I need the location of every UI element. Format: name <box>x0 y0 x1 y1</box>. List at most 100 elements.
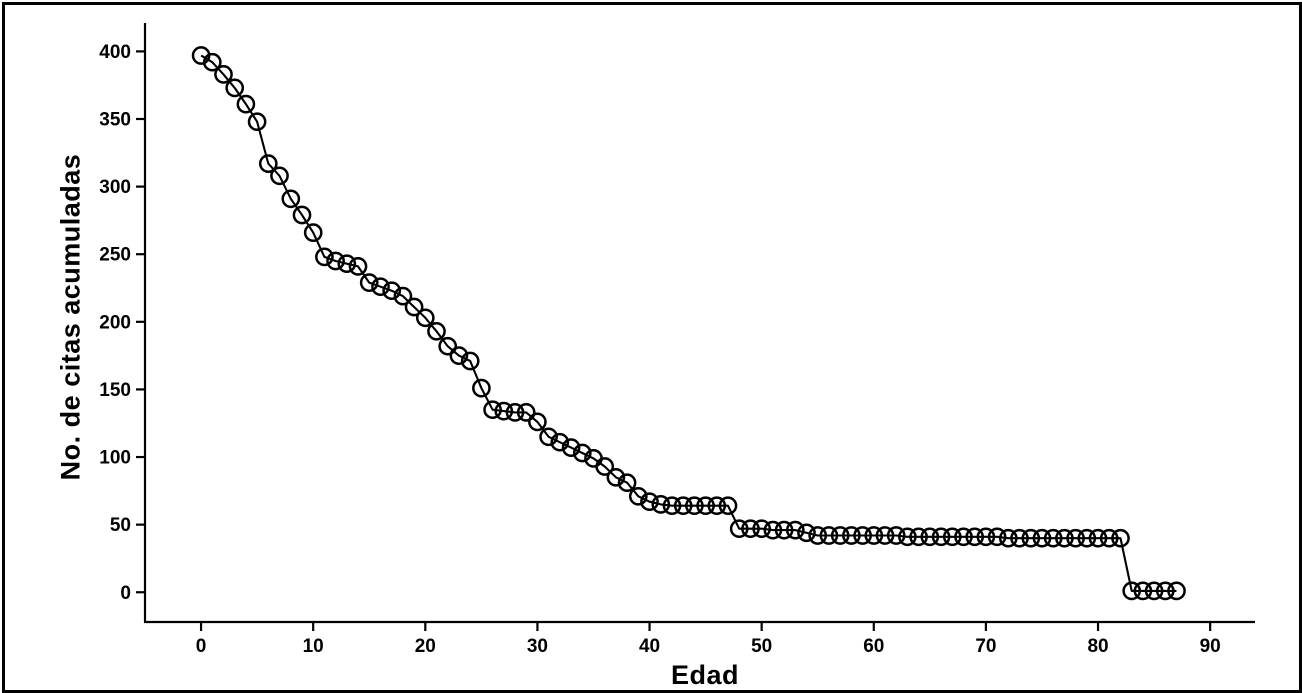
data-point-marker <box>438 336 458 356</box>
data-point-marker <box>550 432 570 452</box>
data-point-marker <box>225 78 245 98</box>
x-axis-tick-label: 10 <box>303 636 324 657</box>
data-point-marker <box>247 112 267 132</box>
data-point-marker <box>371 277 390 297</box>
y-axis-tick-label: 300 <box>99 177 131 198</box>
data-point-marker <box>1144 581 1164 601</box>
y-axis-tick-label: 100 <box>99 448 131 469</box>
y-axis-tick-label: 350 <box>99 110 131 131</box>
data-point-marker <box>315 247 334 267</box>
y-axis-tick-label: 400 <box>99 42 131 63</box>
data-point-marker <box>942 527 962 547</box>
data-point-marker <box>640 492 659 512</box>
data-point-marker <box>505 403 525 422</box>
data-point-marker <box>707 496 727 516</box>
data-point-marker <box>1099 528 1119 548</box>
data-point-marker <box>662 496 682 516</box>
data-point-marker <box>404 297 424 317</box>
data-point-marker <box>752 519 772 539</box>
y-axis-tick-label: 200 <box>99 312 131 333</box>
x-axis-tick-label: 20 <box>415 636 436 657</box>
data-point-marker <box>472 378 491 398</box>
x-axis-tick-label: 0 <box>196 636 207 657</box>
data-point-marker <box>281 189 301 209</box>
x-axis-tick-label: 70 <box>975 636 996 657</box>
data-point-marker <box>1167 581 1186 601</box>
data-point-marker <box>965 527 985 547</box>
data-point-marker <box>1077 528 1097 548</box>
data-point-marker <box>595 457 615 476</box>
data-point-marker <box>976 527 996 547</box>
line-chart-canvas: 0 50 100 150 200 250 300 350 400 0 10 20 30 40 50 60 70 8… <box>99 23 1255 657</box>
data-point-marker <box>236 94 256 114</box>
data-point-marker <box>718 496 738 516</box>
data-point-marker <box>1066 528 1085 548</box>
data-point-marker <box>460 351 480 371</box>
data-series-line <box>200 54 1177 592</box>
x-axis-tick-label: 30 <box>527 636 548 657</box>
data-point-marker <box>842 526 861 545</box>
x-axis-tick-label: 60 <box>863 636 884 657</box>
data-point-marker <box>763 520 783 540</box>
x-axis-tick-label: 80 <box>1087 636 1108 657</box>
data-point-marker <box>1122 581 1142 601</box>
y-axis-tick-label: 50 <box>110 515 131 536</box>
data-point-marker <box>528 412 547 432</box>
data-point-marker <box>774 520 794 540</box>
y-axis-tick-label: 250 <box>99 245 131 266</box>
data-point-marker <box>685 496 704 516</box>
data-point-marker <box>886 526 906 545</box>
data-point-marker <box>931 527 951 547</box>
data-point-marker <box>415 308 435 328</box>
data-point-marker <box>954 527 973 547</box>
data-point-marker <box>628 486 648 506</box>
x-axis-tick-label: 50 <box>751 636 772 657</box>
data-point-marker <box>875 526 895 545</box>
data-point-marker <box>998 528 1018 548</box>
data-point-marker <box>729 519 749 539</box>
data-point-marker <box>797 523 816 543</box>
data-point-marker <box>214 65 233 84</box>
y-axis-tick-label: 150 <box>99 380 131 401</box>
data-point-marker <box>1155 581 1175 601</box>
y-axis-tick-label: 0 <box>120 583 131 604</box>
x-axis-tick-label: 90 <box>1200 636 1221 657</box>
data-point-marker <box>853 526 872 545</box>
data-point-marker <box>898 527 917 547</box>
data-point-marker <box>270 166 289 186</box>
data-point-marker <box>987 527 1007 547</box>
data-point-marker <box>449 346 469 365</box>
data-point-marker <box>359 273 379 292</box>
data-point-marker <box>572 443 592 463</box>
data-point-marker <box>1010 528 1029 548</box>
data-point-marker <box>292 205 312 225</box>
data-point-marker <box>1021 528 1041 548</box>
data-point-marker <box>382 281 402 301</box>
data-point-marker <box>920 527 940 547</box>
data-point-marker <box>348 257 368 276</box>
data-point-marker <box>303 223 323 242</box>
data-point-marker <box>258 154 278 173</box>
data-point-marker <box>1111 528 1130 548</box>
data-point-marker <box>909 527 928 547</box>
data-point-marker <box>1043 528 1063 548</box>
data-point-marker <box>539 427 558 447</box>
data-point-marker <box>516 403 536 422</box>
data-point-marker <box>494 401 514 421</box>
data-point-marker <box>651 495 671 514</box>
data-point-marker <box>483 400 502 420</box>
data-point-marker <box>673 496 693 516</box>
x-axis-tick-label: 40 <box>639 636 660 657</box>
data-point-marker <box>427 321 446 341</box>
data-point-marker <box>864 526 884 545</box>
data-point-marker <box>830 526 850 545</box>
data-point-marker <box>1032 528 1052 548</box>
data-point-marker <box>617 473 637 493</box>
data-point-marker <box>819 526 839 545</box>
data-point-marker <box>1088 528 1108 548</box>
data-point-marker <box>1133 581 1153 601</box>
data-point-marker <box>337 254 357 274</box>
x-axis-title: Edad <box>670 660 740 690</box>
data-point-marker <box>1055 528 1074 548</box>
